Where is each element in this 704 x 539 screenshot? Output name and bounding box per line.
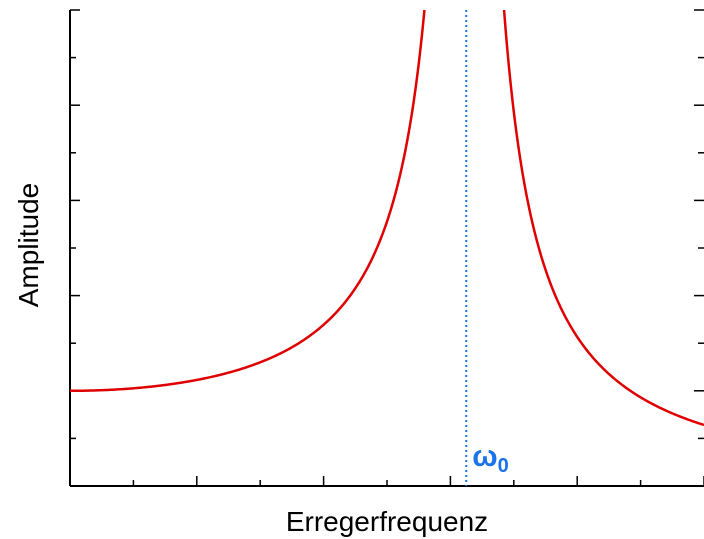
omega-symbol: ω bbox=[472, 440, 497, 473]
amplitude-curve bbox=[70, 10, 704, 427]
omega-zero-label: ω0 bbox=[472, 440, 508, 477]
y-axis-title: Amplitude bbox=[13, 183, 44, 308]
x-axis-title: Erregerfrequenz bbox=[286, 506, 488, 537]
omega-subscript: 0 bbox=[498, 455, 509, 477]
axis-ticks bbox=[69, 9, 704, 487]
